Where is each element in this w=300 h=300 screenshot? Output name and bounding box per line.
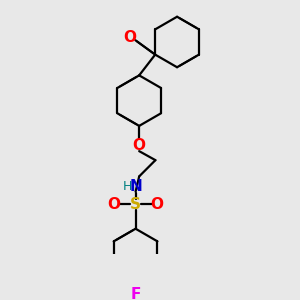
Text: H: H [123, 180, 132, 193]
Text: N: N [129, 179, 142, 194]
Text: O: O [107, 197, 120, 212]
Text: O: O [151, 197, 164, 212]
Text: O: O [133, 138, 146, 153]
Text: O: O [123, 30, 136, 45]
Text: S: S [130, 197, 141, 212]
Text: F: F [130, 287, 141, 300]
